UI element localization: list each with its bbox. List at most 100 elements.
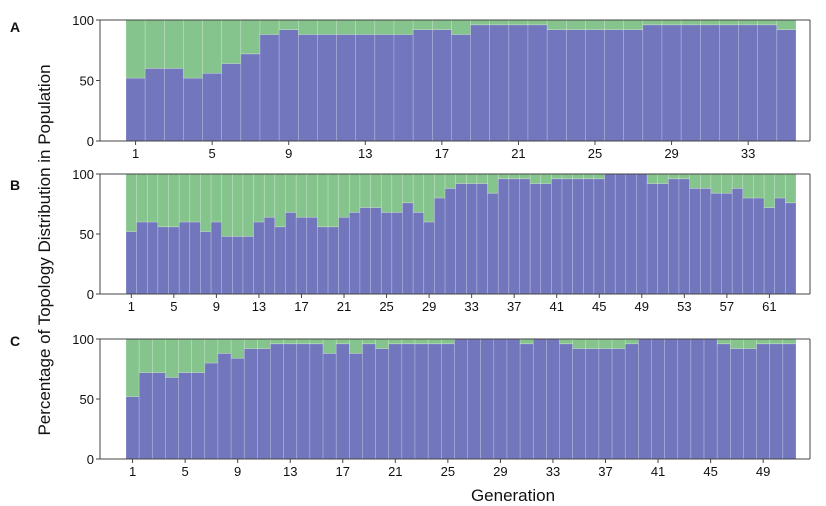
bar-series-2: [257, 338, 271, 349]
bar-series-1: [427, 343, 442, 460]
y-tick-label: 0: [87, 287, 94, 302]
bar-series-2: [699, 173, 712, 189]
x-tick-label: 9: [285, 146, 292, 161]
bar-series-2: [136, 173, 148, 223]
x-tick-label: 45: [592, 299, 606, 314]
bar-series-1: [582, 178, 595, 295]
x-tick-label: 5: [170, 299, 177, 314]
bar-series-1: [642, 24, 663, 142]
bar-series-2: [455, 173, 467, 184]
bar-series-1: [402, 202, 414, 295]
bar-series-1: [561, 178, 573, 295]
bar-series-1: [719, 24, 739, 142]
bar-series-2: [582, 173, 595, 180]
x-tick-label: 13: [252, 299, 266, 314]
bar-series-2: [165, 338, 179, 378]
bar-series-2: [370, 173, 382, 208]
bar-series-1: [572, 348, 587, 460]
bar-series-1: [611, 348, 626, 460]
bar-series-1: [678, 178, 690, 295]
bar-series-2: [375, 338, 390, 349]
bar-series-2: [661, 19, 682, 26]
bar-series-1: [756, 343, 771, 460]
x-tick-label: 13: [358, 146, 372, 161]
bar-series-1: [317, 226, 329, 295]
bar-series-1: [480, 338, 495, 460]
bar-series-2: [295, 173, 308, 218]
bar-series-1: [136, 221, 148, 295]
bar-series-1: [163, 68, 184, 142]
bar-series-2: [757, 19, 778, 26]
bar-series-1: [466, 183, 478, 295]
x-tick-label: 37: [598, 464, 612, 479]
bar-series-2: [168, 173, 180, 228]
bar-series-2: [335, 338, 350, 345]
bar-series-1: [374, 34, 395, 142]
x-tick-label: 9: [213, 299, 220, 314]
bar-series-1: [551, 178, 563, 295]
bar-series-2: [355, 19, 376, 35]
bar-series-2: [359, 173, 371, 208]
bar-series-2: [285, 173, 297, 213]
y-tick-label: 0: [87, 134, 94, 149]
bar-series-1: [204, 362, 219, 460]
bar-series-1: [414, 343, 429, 460]
bar-series-1: [730, 348, 744, 460]
bar-series-1: [125, 77, 146, 142]
bar-series-1: [274, 226, 286, 295]
bar-series-2: [412, 19, 433, 30]
bar-series-2: [412, 173, 425, 213]
panel-letter: B: [10, 177, 20, 193]
bar-series-1: [636, 173, 648, 295]
bar-series-2: [763, 173, 776, 208]
bar-series-2: [380, 173, 393, 213]
bar-series-1: [146, 221, 159, 295]
bar-series-2: [401, 338, 416, 345]
bar-series-1: [257, 348, 271, 460]
bar-series-1: [769, 343, 784, 460]
bar-series-2: [738, 19, 759, 26]
bar-series-1: [657, 183, 669, 295]
bar-series-2: [242, 173, 254, 237]
bar-series-1: [191, 372, 206, 460]
bar-series-2: [624, 338, 639, 345]
bar-series-2: [240, 19, 261, 55]
bar-series-1: [125, 396, 140, 460]
bar-series-1: [138, 372, 153, 460]
bar-series-2: [144, 19, 165, 69]
bar-series-1: [661, 24, 682, 142]
bar-series-1: [359, 207, 371, 295]
bar-series-2: [689, 173, 701, 189]
bar-series-1: [221, 63, 242, 142]
x-tick-label: 21: [388, 464, 402, 479]
bar-series-1: [540, 183, 552, 295]
bar-series-1: [125, 231, 137, 295]
panel-a: A 0 50 100 1 5 9 13 17 21 25 29 33: [10, 13, 811, 161]
bar-series-2: [785, 173, 797, 204]
x-tick-label: 33: [546, 464, 560, 479]
bar-series-2: [565, 19, 586, 30]
bar-series-1: [295, 216, 308, 295]
panel-c: C 0 50 100 1 5 9 13 17 21 25 29 33 37 41 45 49: [10, 332, 811, 479]
x-tick-label: 25: [441, 464, 455, 479]
bar-series-1: [278, 29, 299, 142]
bar-series-2: [519, 338, 534, 345]
bar-series-1: [434, 197, 446, 295]
bar-series-2: [317, 19, 337, 35]
bar-series-1: [283, 343, 298, 460]
bar-series-2: [678, 173, 690, 180]
bar-series-2: [263, 173, 276, 218]
bar-series-1: [336, 34, 357, 142]
bar-series-2: [699, 19, 720, 26]
bar-series-2: [527, 19, 548, 26]
bar-series-2: [489, 19, 510, 26]
bar-series-1: [585, 348, 600, 460]
bar-series-1: [393, 34, 414, 142]
bar-series-1: [680, 24, 701, 142]
bar-series-1: [296, 343, 311, 460]
bar-series-2: [476, 173, 488, 184]
bar-series-2: [716, 338, 731, 345]
y-tick-label: 50: [80, 227, 94, 242]
bar-series-2: [349, 173, 361, 213]
